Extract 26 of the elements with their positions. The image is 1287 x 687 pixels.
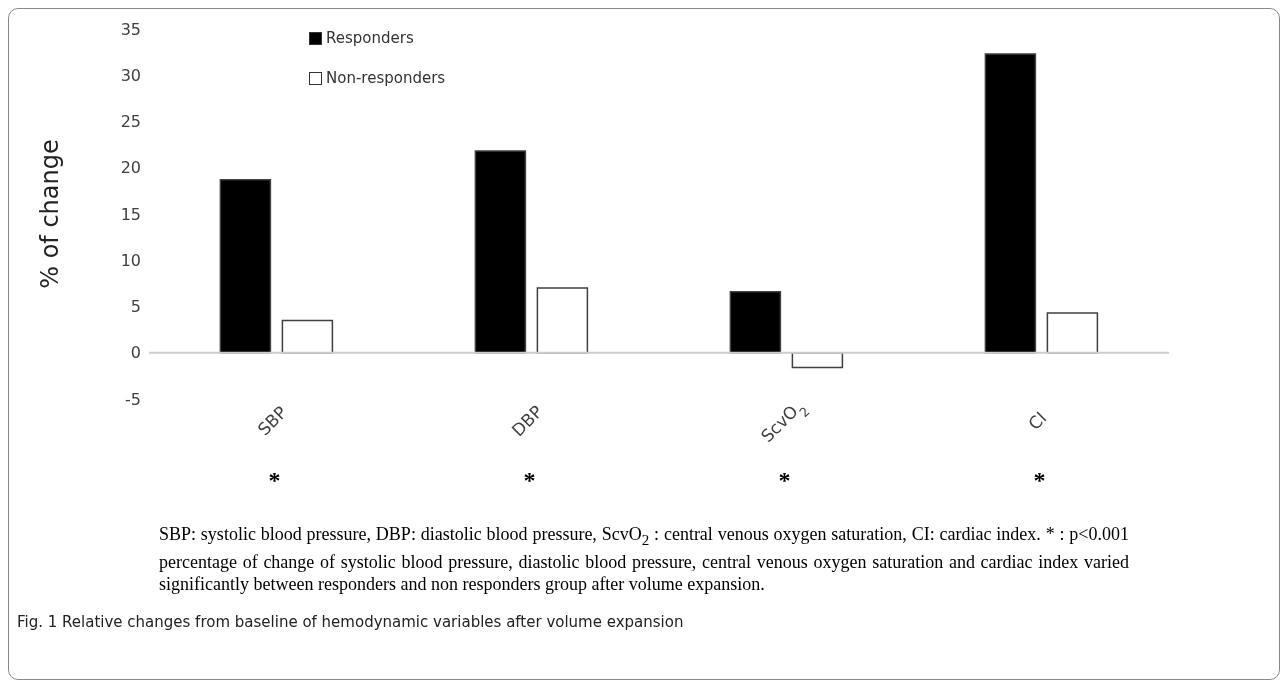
y-tick-label: 20 (120, 158, 141, 178)
y-tick-label: 15 (120, 204, 141, 224)
y-tick-label: 25 (120, 112, 141, 132)
y-tick-label: 35 (120, 19, 141, 39)
y-tick-label: 10 (120, 250, 141, 270)
text: * (778, 467, 791, 494)
y-tick-label: 30 (120, 65, 141, 85)
y-tick-label: -5 (125, 389, 141, 409)
bar (474, 150, 527, 354)
y-tick-label: 5 (130, 297, 141, 317)
bar (984, 53, 1037, 354)
y-axis-title: % of change (35, 139, 64, 289)
bar (1046, 312, 1099, 354)
caption: Fig. 1 Relative changes from baseline of hemodynamic variables after volume expansion (17, 612, 684, 631)
legend-label: Non-responders (326, 69, 446, 87)
bar (219, 179, 272, 354)
legend-label: Responders (326, 29, 414, 47)
text: * (1033, 467, 1046, 494)
text: * (523, 467, 536, 494)
bar (536, 287, 589, 354)
bar (729, 290, 782, 354)
x-tick-label: CI (1024, 407, 1051, 434)
y-tick-label: 0 (130, 343, 141, 363)
text: * (268, 467, 281, 494)
bar (281, 319, 334, 354)
text: SBP: systolic blood pressure, DBP: diastolic blood pressure, ScvO$_{2}$ : central venous oxygen saturation, CI: cardiac index. * : p<0.001 percentage of change of systolic blood pressure, diastolic blood pressure, central venous oxygen saturation and cardiac index varied significantly between responders and non responders group after volume expansion. (159, 524, 1129, 594)
